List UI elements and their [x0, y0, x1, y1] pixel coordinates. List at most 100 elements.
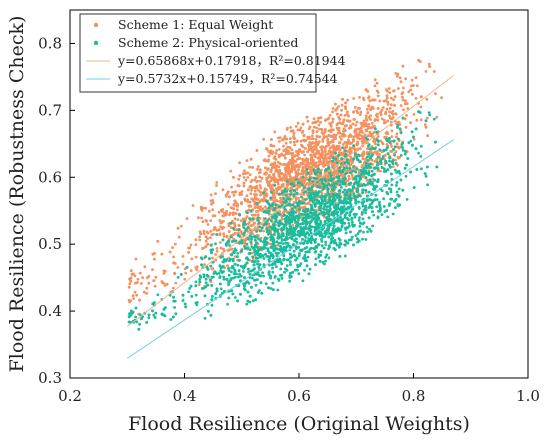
scatter-point	[277, 153, 281, 157]
scatter-point	[327, 210, 330, 214]
scatter-point	[336, 127, 340, 131]
scatter-point	[259, 236, 263, 240]
scatter-point	[310, 192, 314, 196]
scatter-point	[262, 274, 265, 278]
scatter-point	[218, 233, 222, 237]
scatter-point	[319, 250, 323, 254]
scatter-point	[244, 247, 247, 250]
scatter-point	[204, 235, 208, 239]
scatter-point	[323, 204, 326, 208]
scatter-point	[280, 276, 284, 280]
scatter-point	[246, 198, 250, 202]
scatter-point	[319, 116, 323, 119]
scatter-point	[289, 137, 292, 141]
scatter-point	[364, 238, 368, 241]
scatter-point	[283, 163, 286, 166]
scatter-point	[168, 250, 172, 254]
scatter-point	[349, 149, 353, 153]
scatter-point	[399, 131, 403, 135]
scatter-point	[235, 272, 238, 276]
scatter-point	[214, 292, 218, 296]
scatter-point	[230, 253, 234, 257]
scatter-point	[328, 159, 332, 163]
scatter-point	[387, 137, 391, 140]
scatter-point	[246, 188, 250, 192]
scatter-point	[237, 228, 241, 232]
scatter-point	[249, 180, 253, 184]
scatter-point	[371, 224, 375, 228]
scatter-point	[360, 165, 364, 169]
scatter-point	[232, 203, 236, 207]
scatter-point	[325, 135, 328, 139]
scatter-point	[227, 267, 231, 270]
scatter-point	[362, 119, 366, 123]
scatter-point	[326, 224, 330, 228]
scatter-point	[364, 136, 368, 140]
scatter-point	[399, 104, 403, 107]
scatter-point	[338, 183, 342, 187]
scatter-point	[401, 91, 404, 94]
scatter-point	[299, 177, 303, 181]
scatter-point	[320, 148, 324, 152]
scatter-point	[256, 218, 259, 222]
scatter-point	[299, 212, 303, 216]
scatter-point	[371, 125, 375, 129]
scatter-point	[227, 224, 231, 228]
scatter-point	[289, 219, 293, 223]
scatter-point	[349, 124, 352, 127]
scatter-point	[350, 173, 354, 177]
scatter-point	[339, 221, 343, 224]
scatter-point	[355, 167, 359, 171]
scatter-point	[285, 245, 288, 249]
scatter-point	[397, 194, 401, 198]
scatter-point	[311, 121, 315, 125]
scatter-point	[361, 204, 365, 208]
scatter-point	[364, 191, 368, 194]
scatter-point	[293, 137, 297, 140]
scatter-point	[295, 256, 299, 260]
scatter-point	[255, 193, 258, 197]
scatter-point	[332, 133, 336, 137]
scatter-point	[311, 129, 315, 133]
scatter-point	[203, 263, 206, 266]
scatter-point	[367, 96, 370, 100]
scatter-point	[236, 233, 240, 237]
scatter-point	[411, 92, 414, 96]
scatter-point	[343, 197, 347, 201]
scatter-point	[366, 159, 370, 162]
scatter-point	[297, 197, 300, 200]
scatter-point	[319, 145, 323, 149]
scatter-point	[129, 280, 133, 283]
scatter-point	[263, 194, 266, 198]
scatter-point	[334, 155, 338, 159]
scatter-point	[345, 207, 348, 211]
scatter-point	[286, 145, 290, 149]
scatter-point	[378, 157, 382, 161]
scatter-point	[325, 205, 329, 208]
scatter-point	[323, 184, 326, 188]
scatter-point	[354, 198, 357, 202]
scatter-point	[369, 166, 372, 169]
scatter-point	[200, 263, 204, 267]
scatter-point	[267, 167, 270, 171]
scatter-point	[367, 216, 371, 220]
scatter-point	[394, 112, 398, 116]
scatter-point	[169, 318, 173, 321]
scatter-point	[345, 164, 348, 168]
scatter-point	[257, 188, 260, 192]
scatter-point	[367, 152, 371, 156]
scatter-point	[202, 275, 206, 279]
scatter-point	[289, 193, 292, 196]
scatter-point	[376, 180, 380, 184]
scatter-point	[385, 94, 389, 98]
scatter-point	[302, 229, 306, 233]
scatter-point	[414, 127, 418, 131]
scatter-point	[316, 170, 320, 174]
scatter-point	[346, 197, 350, 201]
scatter-point	[349, 146, 352, 150]
scatter-point	[367, 143, 371, 147]
scatter-point	[289, 140, 292, 144]
scatter-point	[197, 216, 200, 220]
scatter-point	[425, 165, 429, 169]
scatter-point	[368, 147, 372, 151]
